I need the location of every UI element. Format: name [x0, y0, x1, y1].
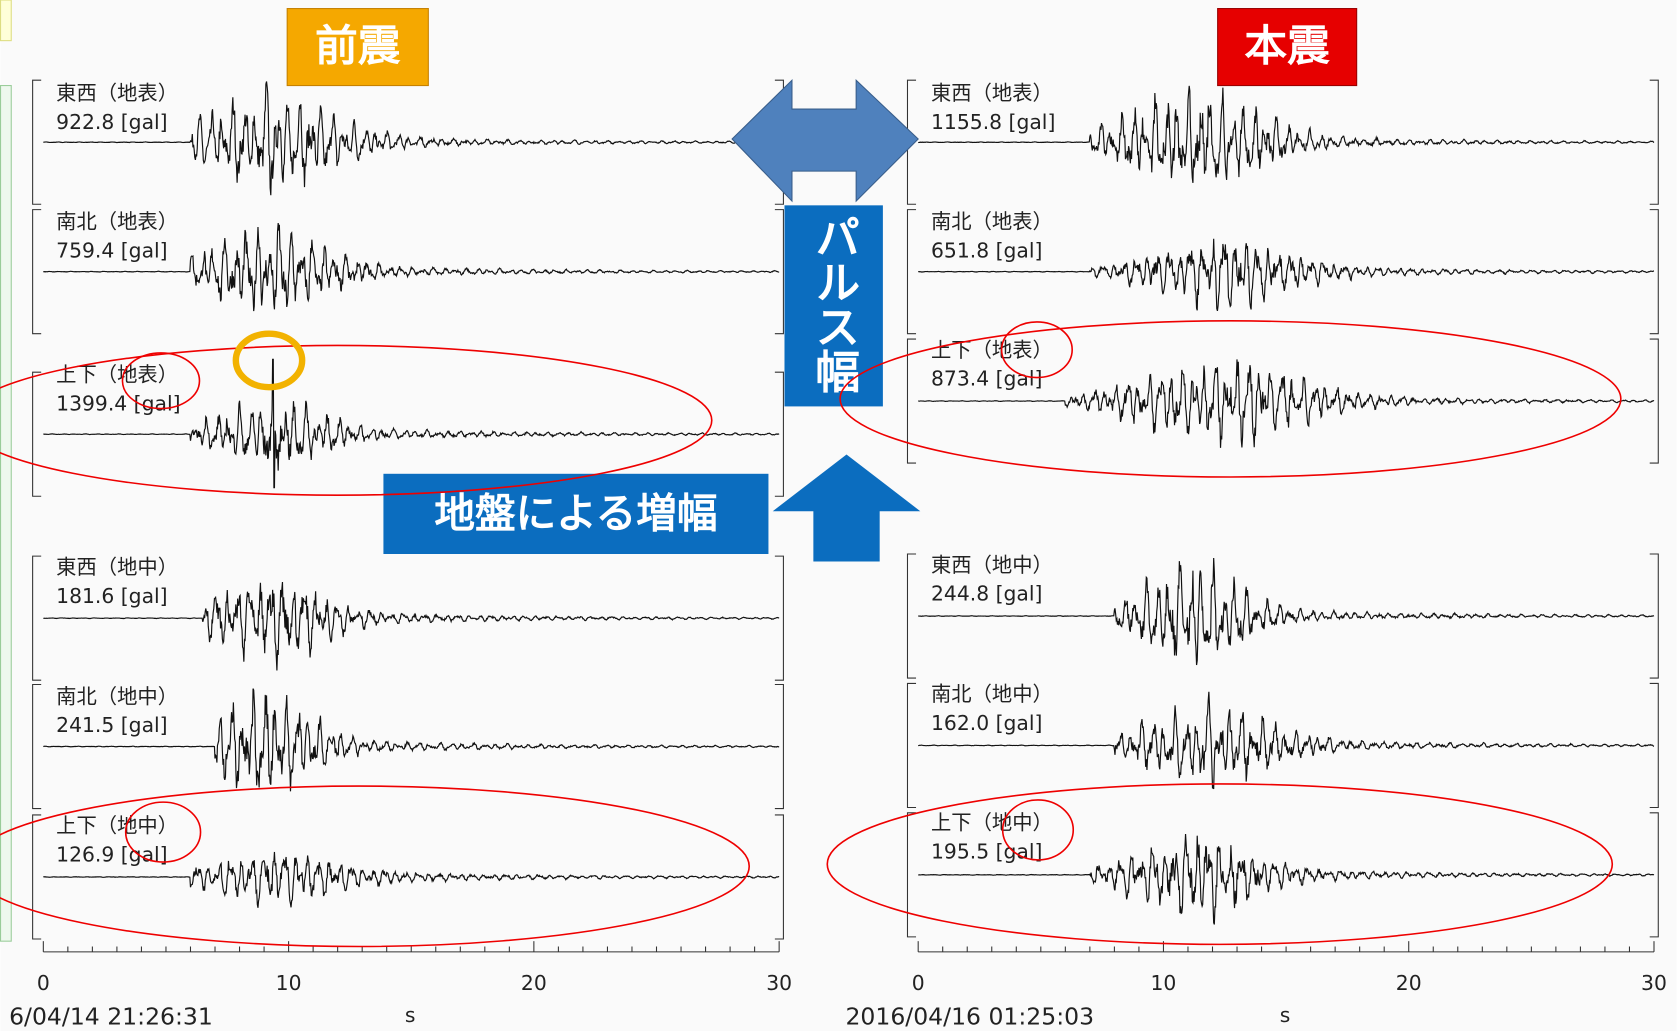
trace-label: 上下（地中）	[931, 811, 1053, 835]
waveform	[43, 688, 780, 792]
bracket	[1649, 79, 1659, 205]
timestamp: 2016/04/16 01:25:03	[845, 1003, 1094, 1031]
bracket	[32, 371, 42, 497]
bracket	[32, 814, 42, 940]
bracket	[774, 371, 784, 497]
highlight-ellipse	[0, 785, 750, 948]
bracket	[774, 209, 784, 335]
trace-label: 東西（地中）	[931, 553, 1053, 577]
tick-label: 10	[276, 971, 302, 995]
trace-label: 東西（地表）	[931, 81, 1053, 105]
pulse-label: パルス幅	[807, 214, 860, 394]
edge-box	[0, 0, 12, 42]
peak-circle	[232, 330, 306, 391]
bracket	[906, 812, 917, 938]
tick-label: 0	[912, 971, 925, 995]
waveform	[43, 222, 780, 312]
axis-unit: s	[1280, 1003, 1291, 1027]
pulse-box	[784, 205, 883, 407]
highlight-ellipse	[839, 320, 1622, 478]
axis-unit: s	[405, 1003, 416, 1027]
edge-strip	[0, 85, 12, 942]
bracket	[906, 682, 917, 809]
trace-peak: 195.5 [gal]	[931, 839, 1042, 863]
trace-label: 南北（地表）	[931, 209, 1053, 233]
bracket	[906, 553, 917, 679]
waveform	[43, 81, 780, 196]
trace-peak: 181.6 [gal]	[56, 584, 167, 608]
trace-peak: 759.4 [gal]	[56, 238, 167, 262]
double-arrow	[731, 78, 919, 203]
waveform	[918, 238, 1655, 312]
bracket	[1649, 553, 1659, 679]
bracket	[32, 209, 42, 335]
bracket	[906, 338, 917, 464]
bracket	[1649, 812, 1659, 938]
bracket	[32, 555, 42, 681]
bracket	[1649, 209, 1659, 335]
trace-label: 南北（地中）	[931, 682, 1053, 706]
trace-peak: 244.8 [gal]	[931, 582, 1042, 606]
tick-label: 0	[37, 971, 50, 995]
bracket	[32, 79, 42, 205]
bracket	[774, 555, 784, 681]
mainshock-title: 本震	[1244, 22, 1330, 72]
bracket	[32, 683, 42, 810]
waveform	[918, 85, 1655, 183]
trace-peak: 651.8 [gal]	[931, 238, 1042, 262]
tick-label: 10	[1151, 971, 1177, 995]
trace-label: 南北（地表）	[56, 209, 178, 233]
tick-label: 30	[766, 971, 792, 995]
bracket	[1649, 682, 1659, 809]
waveform	[918, 833, 1655, 925]
trace-peak: 1155.8 [gal]	[931, 110, 1055, 134]
timestamp: 6/04/14 21:26:31	[9, 1003, 213, 1031]
highlight-ellipse	[0, 344, 713, 496]
trace-label: 上下（地表）	[56, 362, 178, 386]
foreshock-title: 前震	[315, 22, 401, 72]
trace-peak: 126.9 [gal]	[56, 843, 167, 867]
trace-peak: 241.5 [gal]	[56, 713, 167, 737]
bracket	[906, 209, 917, 335]
up-arrow	[772, 454, 921, 562]
bracket	[774, 814, 784, 940]
bracket	[1649, 338, 1659, 464]
trace-label: 上下（地中）	[56, 814, 178, 838]
waveform	[918, 359, 1655, 448]
trace-label: 東西（地表）	[56, 81, 178, 105]
foreshock-box	[286, 8, 429, 87]
mainshock-box	[1217, 8, 1358, 87]
tick-label: 30	[1641, 971, 1667, 995]
trace-peak: 1399.4 [gal]	[56, 391, 180, 415]
amp-box	[383, 473, 769, 555]
bracket	[774, 683, 784, 810]
highlight-circle	[1000, 321, 1073, 379]
trace-peak: 922.8 [gal]	[56, 110, 167, 134]
amp-label: 地盤による増幅	[434, 490, 717, 538]
waveform	[918, 691, 1655, 790]
trace-label: 南北（地中）	[56, 684, 178, 708]
tick-label: 20	[521, 971, 547, 995]
highlight-ellipse	[826, 783, 1614, 946]
trace-peak: 162.0 [gal]	[931, 711, 1042, 735]
highlight-circle	[121, 352, 201, 410]
trace-peak: 873.4 [gal]	[931, 367, 1042, 391]
highlight-circle	[1001, 799, 1075, 861]
waveform	[918, 558, 1655, 666]
trace-label: 上下（地表）	[931, 338, 1053, 362]
tick-label: 20	[1396, 971, 1422, 995]
trace-label: 東西（地中）	[56, 555, 178, 579]
waveform	[43, 358, 780, 489]
waveform	[43, 851, 780, 908]
waveform	[43, 581, 780, 671]
highlight-circle	[124, 801, 202, 863]
